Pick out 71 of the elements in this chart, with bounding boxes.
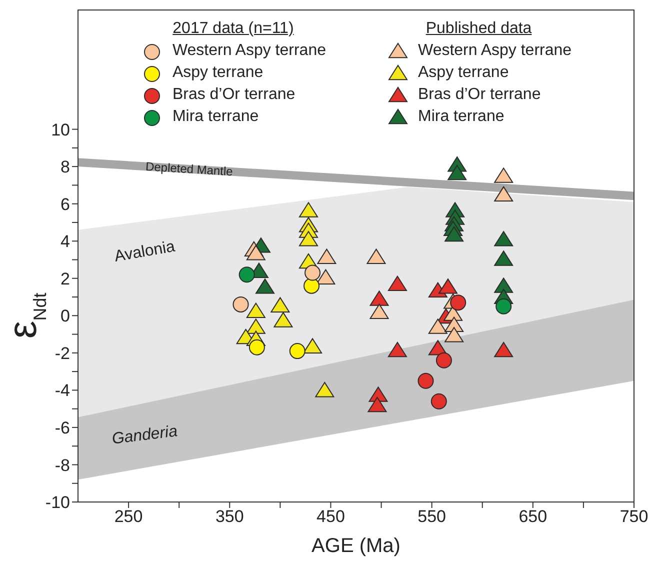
y-tick-label: -4: [54, 381, 70, 400]
point: [270, 297, 290, 312]
y-tick-label: 8: [60, 158, 70, 177]
point: [317, 248, 336, 264]
point: [494, 342, 514, 358]
point: [246, 302, 266, 318]
x-tick-label: 450: [316, 507, 345, 526]
legend-label: Mira terrane: [417, 107, 504, 127]
y-tick-label: 0: [60, 306, 70, 326]
y-tick-label: -6: [54, 418, 70, 438]
point: [494, 231, 514, 246]
y-tick-label: -10: [45, 493, 70, 512]
text: Ganderia: [111, 423, 179, 448]
point: [315, 382, 334, 398]
point: [428, 318, 448, 334]
point: [388, 276, 407, 292]
point: [494, 186, 514, 202]
y-tick-label: -8: [54, 456, 70, 475]
point: [496, 298, 512, 314]
point: [494, 278, 514, 293]
point: [418, 372, 434, 389]
point: [238, 266, 255, 283]
point: [370, 304, 389, 319]
point: [438, 278, 458, 294]
point: [304, 264, 321, 281]
point: [246, 245, 266, 260]
point: [388, 342, 407, 358]
text: Depleted Mantle: [145, 159, 234, 179]
legend-label: Western Aspy terrane: [171, 41, 326, 61]
x-tick-label: 650: [518, 507, 548, 526]
y-tick-label: 6: [60, 194, 70, 214]
point: [246, 318, 266, 334]
point: [436, 352, 452, 368]
y-tick-label: 10: [51, 120, 70, 140]
legend-label: Mira terrane: [171, 107, 259, 127]
point: [450, 294, 466, 311]
legend-label: Aspy terrane: [417, 63, 509, 83]
text: Avalonia: [113, 238, 176, 266]
point: [430, 393, 447, 410]
text: Published data: [426, 20, 532, 37]
legend-label: Bras d’Or terrane: [417, 85, 541, 105]
point: [248, 339, 265, 356]
point: [448, 164, 467, 180]
point: [444, 327, 464, 342]
x-tick-label: 550: [418, 507, 446, 526]
point: [274, 312, 293, 328]
y-tick-label: -2: [54, 344, 70, 363]
point: [316, 269, 336, 284]
x-tick-label: 350: [215, 507, 244, 526]
point: [303, 338, 322, 354]
y-tick-label: 2: [60, 269, 70, 288]
point: [298, 202, 318, 218]
point: [366, 248, 386, 264]
x-tick-label: 250: [114, 507, 143, 526]
point: [289, 343, 306, 360]
x-tick-label: 750: [620, 507, 648, 526]
legend-label: Aspy terrane: [171, 63, 264, 83]
point: [232, 296, 249, 312]
point: [494, 250, 514, 266]
point: [304, 278, 320, 294]
point: [494, 168, 514, 183]
legend-label: Western Aspy terrane: [417, 41, 572, 61]
point: [368, 396, 387, 412]
point: [444, 226, 464, 242]
y-tick-label: 4: [60, 232, 70, 252]
x-axis-title: AGE (Ma): [312, 535, 400, 557]
legend-label: Bras d’Or terrane: [171, 85, 296, 105]
text: 2017 data (n=11): [172, 20, 294, 37]
point: [298, 231, 318, 246]
point: [256, 278, 275, 294]
point: [370, 290, 389, 306]
